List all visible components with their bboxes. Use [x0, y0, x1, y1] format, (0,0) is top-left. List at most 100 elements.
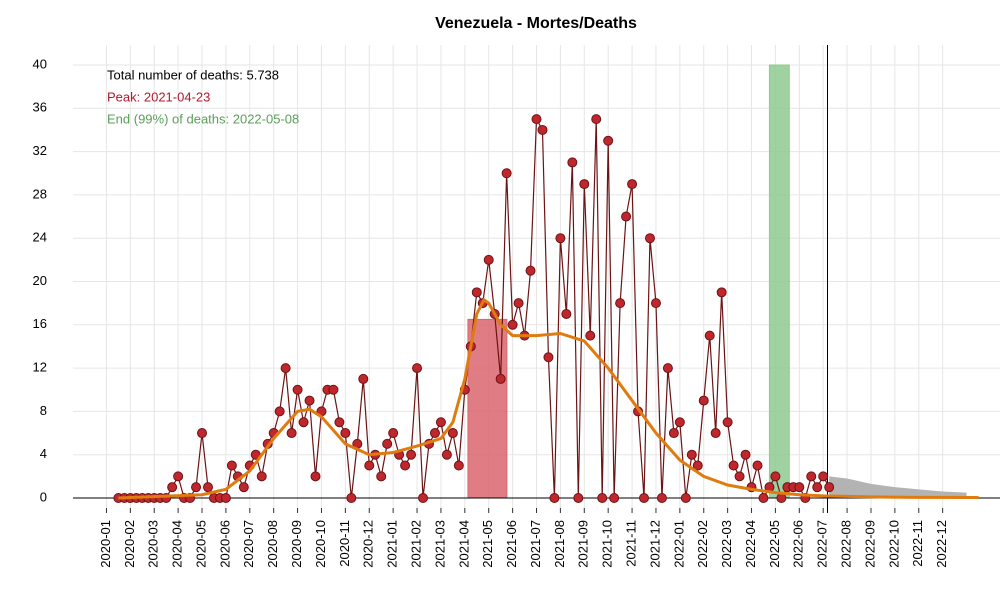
- x-tick-label: 2021-12: [647, 520, 662, 568]
- data-point: [812, 482, 823, 493]
- data-point: [412, 363, 423, 374]
- y-tick-label: 12: [33, 360, 47, 375]
- x-tick-label: 2020-08: [265, 520, 280, 568]
- y-tick-label: 4: [40, 446, 47, 461]
- x-tick-label: 2021-01: [385, 520, 400, 568]
- data-point: [656, 493, 667, 503]
- data-point: [226, 460, 237, 471]
- data-point: [197, 428, 208, 439]
- y-tick-label: 20: [33, 273, 47, 288]
- x-tick-label: 2022-05: [767, 520, 782, 568]
- x-tick-label: 2021-09: [576, 520, 591, 568]
- data-point: [531, 114, 542, 125]
- x-tick-label: 2022-01: [671, 520, 686, 568]
- data-point: [364, 460, 375, 471]
- annotation: Total number of deaths: 5.738: [107, 67, 279, 82]
- y-tick-label: 36: [33, 100, 47, 115]
- data-point: [304, 395, 315, 406]
- data-point: [650, 298, 661, 309]
- data-point: [429, 428, 440, 439]
- x-tick-label: 2022-04: [743, 520, 758, 568]
- data-point: [471, 287, 482, 298]
- x-tick-label: 2020-01: [98, 520, 113, 568]
- x-tick-label: 2021-07: [528, 520, 543, 568]
- data-point: [435, 417, 446, 428]
- data-point: [716, 287, 727, 298]
- data-point: [167, 482, 178, 493]
- data-point: [220, 493, 231, 503]
- x-tick-label: 2021-08: [552, 520, 567, 568]
- chart-title: Venezuela - Mortes/Deaths: [435, 15, 637, 32]
- data-point: [662, 363, 673, 374]
- data-point: [698, 395, 709, 406]
- data-point: [806, 471, 817, 482]
- data-point: [621, 211, 632, 222]
- data-point: [543, 352, 554, 363]
- x-tick-label: 2022-10: [886, 520, 901, 568]
- data-point: [609, 493, 620, 503]
- data-point: [668, 428, 679, 439]
- data-point: [704, 330, 715, 341]
- x-tick-label: 2020-10: [313, 520, 328, 568]
- data-point: [382, 438, 393, 449]
- y-tick-label: 0: [40, 489, 47, 504]
- data-point: [585, 330, 596, 341]
- x-tick-label: 2021-04: [456, 520, 471, 568]
- data-point: [274, 406, 285, 417]
- forecast-area: [829, 476, 967, 498]
- data-point: [591, 114, 602, 125]
- data-point: [537, 124, 548, 135]
- data-point: [770, 471, 781, 482]
- x-tick-label: 2020-03: [146, 520, 161, 568]
- x-tick-label: 2020-11: [337, 520, 352, 567]
- data-point: [418, 493, 429, 503]
- x-tick-label: 2021-06: [504, 520, 519, 568]
- data-point: [818, 471, 829, 482]
- annotation: End (99%) of deaths: 2022-05-08: [107, 111, 299, 126]
- x-tick-label: 2022-12: [934, 520, 949, 568]
- data-point: [752, 460, 763, 471]
- data-point: [358, 373, 369, 384]
- data-point: [710, 428, 721, 439]
- data-point: [573, 493, 584, 503]
- data-point: [794, 482, 805, 493]
- data-point: [579, 179, 590, 190]
- data-point: [597, 493, 608, 503]
- x-tick-label: 2022-03: [719, 520, 734, 568]
- data-point: [406, 449, 417, 460]
- x-tick-label: 2022-09: [862, 520, 877, 568]
- data-point: [447, 428, 458, 439]
- data-point: [561, 308, 572, 319]
- y-tick-label: 28: [33, 186, 47, 201]
- x-tick-label: 2022-02: [695, 520, 710, 568]
- y-tick-label: 32: [33, 143, 47, 158]
- data-point: [728, 460, 739, 471]
- x-tick-label: 2022-11: [910, 520, 925, 567]
- data-point: [328, 384, 339, 395]
- data-point: [346, 493, 357, 503]
- data-point: [734, 471, 745, 482]
- x-tick-label: 2020-12: [361, 520, 376, 568]
- x-tick-label: 2021-03: [432, 520, 447, 568]
- data-point: [441, 449, 452, 460]
- data-point: [627, 179, 638, 190]
- data-point: [256, 471, 267, 482]
- data-point: [483, 254, 494, 265]
- x-tick-label: 2022-06: [791, 520, 806, 568]
- x-tick-label: 2022-07: [815, 520, 830, 568]
- trend-line: [118, 297, 979, 500]
- data-point: [376, 471, 387, 482]
- data-point: [388, 428, 399, 439]
- label-layer: 0 4 8 12 16 20 24 28 32 36 40 2020-01 2020-02 2020-03…: [33, 56, 950, 567]
- x-tick-label: 2021-05: [480, 520, 495, 568]
- data-point: [567, 157, 578, 168]
- highlight-band: [768, 64, 790, 499]
- y-tick-label: 8: [40, 403, 47, 418]
- data-point: [202, 482, 213, 493]
- data-point: [191, 482, 202, 493]
- data-point: [507, 319, 518, 330]
- x-tick-label: 2021-10: [600, 520, 615, 568]
- data-point: [555, 233, 566, 244]
- data-point: [340, 428, 351, 439]
